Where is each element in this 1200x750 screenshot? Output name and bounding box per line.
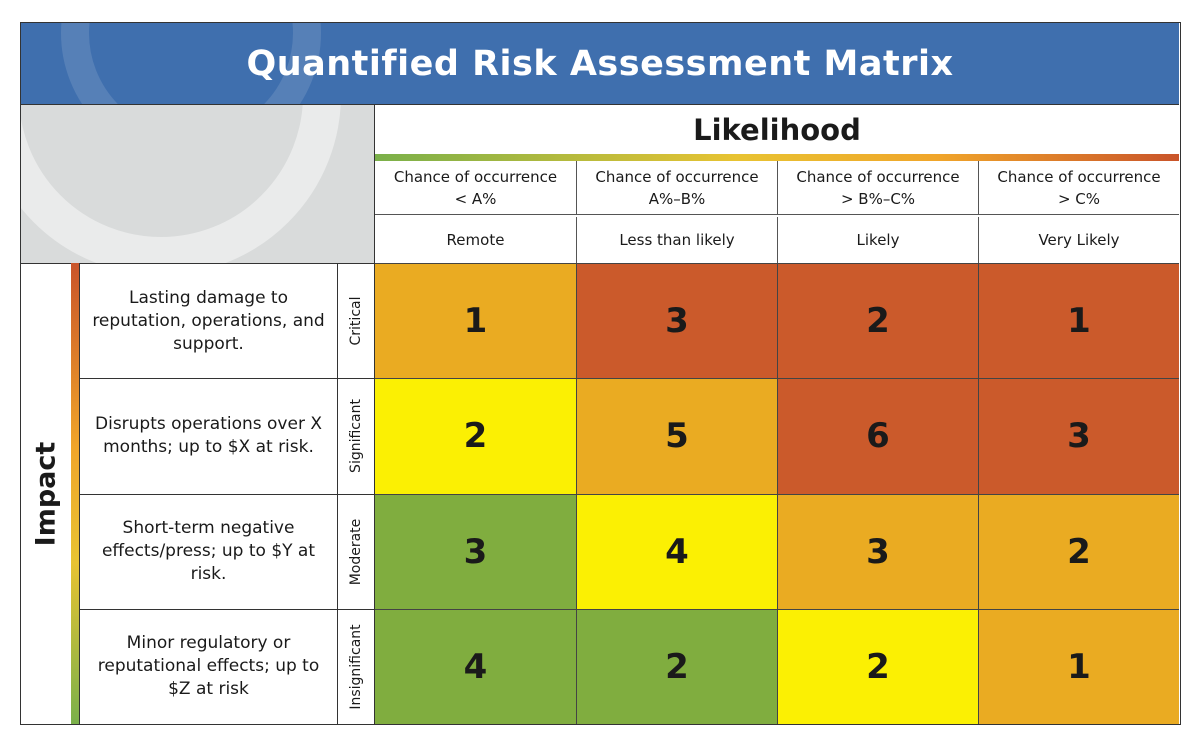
decorative-swirl — [61, 23, 321, 104]
risk-cell: 2 — [978, 493, 1179, 609]
risk-matrix: Quantified Risk Assessment Matrix Likeli… — [20, 22, 1181, 725]
risk-cell: 2 — [375, 378, 576, 494]
occurrence-label: Chance of occurrence — [595, 167, 759, 186]
severity-label: Significant — [348, 399, 364, 474]
likelihood-column-header: Chance of occurrence > B%–C% — [777, 161, 978, 215]
risk-cell: 1 — [978, 608, 1179, 724]
likelihood-level-label: Likely — [777, 217, 978, 263]
occurrence-label: Chance of occurrence — [997, 167, 1161, 186]
risk-cell: 5 — [576, 378, 777, 494]
occurrence-range: A%–B% — [648, 189, 706, 208]
likelihood-level-label: Less than likely — [576, 217, 777, 263]
risk-cell: 1 — [375, 263, 576, 379]
impact-description: Disrupts operations over X months; up to… — [79, 378, 337, 494]
impact-description: Minor regulatory or reputational effects… — [79, 608, 337, 724]
risk-cell: 3 — [375, 493, 576, 609]
occurrence-range: > C% — [1057, 189, 1101, 208]
likelihood-column-header: Chance of occurrence < A% — [375, 161, 576, 215]
risk-cell: 4 — [576, 493, 777, 609]
occurrence-label: Chance of occurrence — [393, 167, 558, 186]
risk-cell: 2 — [576, 608, 777, 724]
likelihood-column-header: Chance of occurrence A%–B% — [576, 161, 777, 215]
impact-severity: Significant — [337, 378, 375, 494]
likelihood-level-label: Very Likely — [978, 217, 1179, 263]
risk-cell: 6 — [777, 378, 978, 494]
corner-panel — [21, 105, 375, 263]
impact-severity: Moderate — [337, 493, 375, 609]
occurrence-range: > B%–C% — [840, 189, 916, 208]
risk-cell: 3 — [978, 378, 1179, 494]
risk-cell: 2 — [777, 608, 978, 724]
impact-severity: Critical — [337, 263, 375, 379]
title-bar: Quantified Risk Assessment Matrix — [21, 23, 1179, 105]
likelihood-column-header: Chance of occurrence > C% — [978, 161, 1179, 215]
severity-label: Moderate — [348, 518, 364, 585]
matrix-title: Quantified Risk Assessment Matrix — [246, 44, 954, 84]
impact-description: Short-term negative effects/press; up to… — [79, 493, 337, 609]
impact-description: Lasting damage to reputation, operations… — [79, 263, 337, 379]
risk-cell: 4 — [375, 608, 576, 724]
risk-cell: 3 — [576, 263, 777, 379]
impact-gradient-bar — [71, 263, 79, 724]
likelihood-level-label: Remote — [375, 217, 576, 263]
decorative-swirl — [21, 105, 341, 263]
likelihood-gradient-bar — [375, 154, 1179, 161]
risk-cell: 2 — [777, 263, 978, 379]
severity-label: Insignificant — [348, 624, 364, 710]
impact-severity: Insignificant — [337, 608, 375, 724]
occurrence-range: < A% — [454, 189, 497, 208]
impact-axis: Impact — [21, 263, 71, 724]
occurrence-label: Chance of occurrence — [796, 167, 960, 186]
risk-cell: 3 — [777, 493, 978, 609]
severity-label: Critical — [348, 296, 364, 346]
impact-heading: Impact — [30, 441, 62, 547]
likelihood-heading: Likelihood — [693, 113, 861, 147]
risk-cell: 1 — [978, 263, 1179, 379]
